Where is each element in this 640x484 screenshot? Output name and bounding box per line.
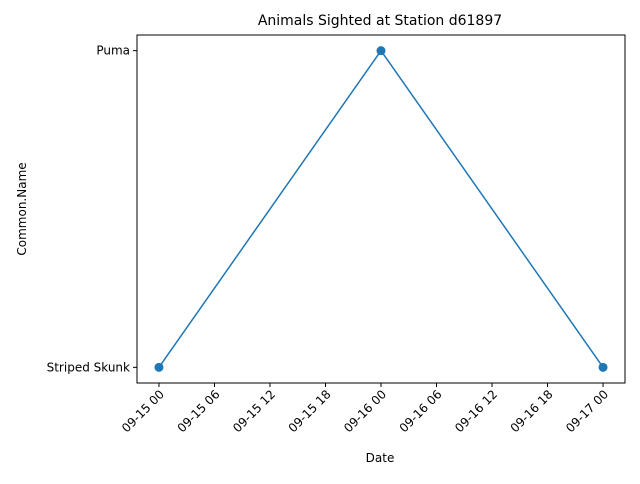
x-tick-label: 09-17 00	[563, 387, 611, 435]
y-tick-label: Puma	[96, 44, 130, 58]
series-layer	[154, 46, 608, 372]
x-tick-label: 09-15 00	[119, 387, 167, 435]
y-axis-label: Common.Name	[15, 162, 29, 255]
x-axis: 09-15 00 09-15 06 09-15 12 09-15 18 09-16 00…	[119, 383, 611, 435]
data-point	[598, 362, 608, 372]
y-axis: Striped Skunk Puma	[47, 44, 137, 374]
series-line	[158, 49, 604, 368]
x-tick-label: 09-15 06	[175, 387, 223, 435]
data-point	[154, 362, 164, 372]
x-axis-label: Date	[366, 451, 395, 465]
x-tick-label: 09-16 12	[452, 387, 500, 435]
x-tick-label: 09-16 06	[397, 387, 445, 435]
data-point	[376, 46, 386, 56]
plot-area	[136, 34, 626, 384]
chart-title: Animals Sighted at Station d61897	[258, 13, 502, 29]
x-tick-label: 09-16 18	[508, 387, 556, 435]
x-tick-label: 09-16 00	[341, 387, 389, 435]
y-tick-label: Striped Skunk	[47, 360, 130, 374]
x-tick-label: 09-15 12	[230, 387, 278, 435]
x-tick-label: 09-15 18	[286, 387, 334, 435]
